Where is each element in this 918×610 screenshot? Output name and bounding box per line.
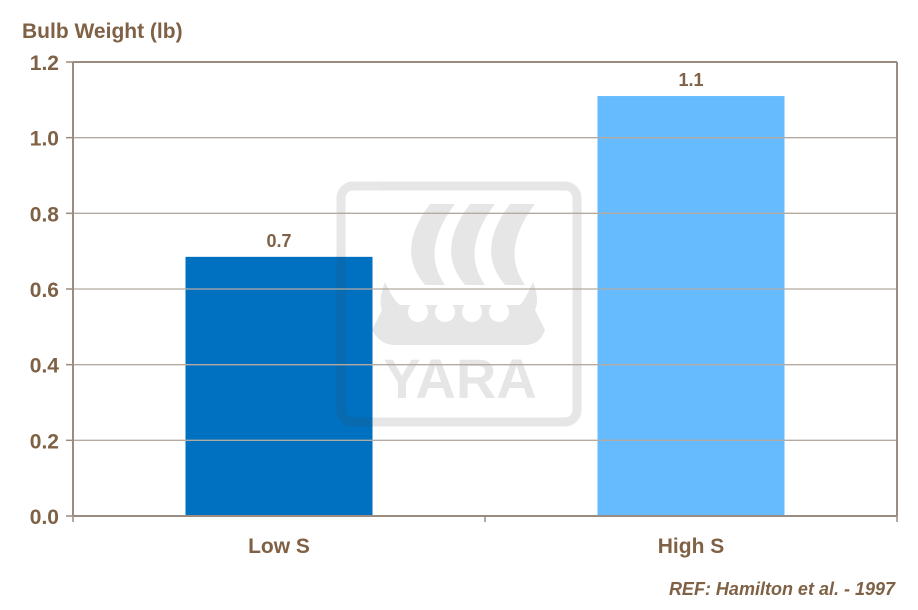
x-tick-label: High S: [658, 535, 725, 558]
x-tick-label: Low S: [248, 535, 310, 558]
y-tick-label: 1.0: [30, 128, 59, 151]
y-tick-label: 0.4: [30, 355, 60, 378]
y-tick-label: 1.2: [30, 52, 59, 75]
data-label: 1.1: [678, 70, 703, 90]
reference-note: REF: Hamilton et al. - 1997: [669, 579, 896, 599]
watermark-text: YARA: [383, 347, 537, 410]
y-tick-label: 0.0: [30, 506, 59, 529]
y-axis-title: Bulb Weight (lb): [22, 20, 183, 43]
y-tick-label: 0.6: [30, 279, 59, 302]
bar-low-s: [185, 256, 373, 516]
y-tick-label: 0.2: [30, 430, 59, 453]
bar-high-s: [597, 96, 785, 517]
data-label: 0.7: [266, 231, 291, 251]
y-tick-label: 0.8: [30, 203, 60, 226]
yara-watermark-logo: YARA: [336, 181, 582, 427]
